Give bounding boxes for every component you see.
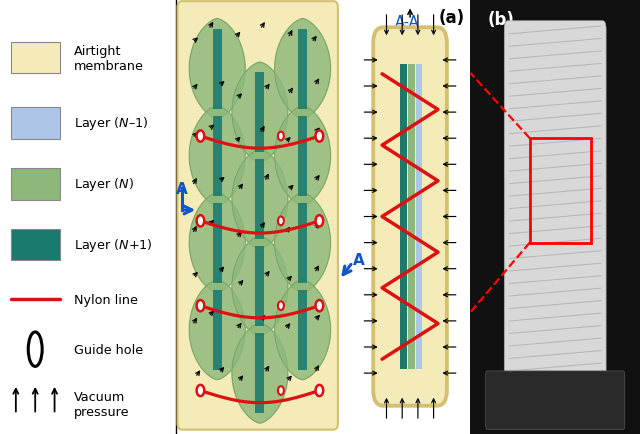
Bar — [10, 230, 60, 261]
Bar — [212, 30, 221, 109]
Polygon shape — [189, 280, 245, 380]
Bar — [408, 65, 415, 369]
Polygon shape — [232, 237, 288, 336]
Bar — [255, 73, 264, 153]
Circle shape — [316, 216, 323, 227]
Bar — [401, 65, 407, 369]
Bar — [298, 116, 307, 196]
Text: Airtight
membrane: Airtight membrane — [74, 45, 144, 72]
Text: Vacuum
pressure: Vacuum pressure — [74, 390, 129, 418]
Circle shape — [196, 385, 204, 396]
Bar — [10, 108, 60, 139]
Circle shape — [316, 131, 323, 142]
Text: Layer ($\mathit{N}$–1): Layer ($\mathit{N}$–1) — [74, 115, 148, 132]
Bar — [298, 290, 307, 370]
Bar — [212, 290, 221, 370]
Circle shape — [196, 131, 204, 142]
Bar — [212, 203, 221, 283]
Bar — [10, 43, 60, 74]
Polygon shape — [275, 106, 330, 206]
Text: A: A — [176, 181, 188, 196]
Bar — [10, 169, 60, 200]
Polygon shape — [189, 193, 245, 293]
Text: A-A: A-A — [395, 15, 419, 30]
Text: (a): (a) — [438, 9, 465, 26]
Circle shape — [196, 216, 204, 227]
Text: A: A — [353, 253, 364, 268]
Polygon shape — [189, 106, 245, 206]
Bar — [212, 116, 221, 196]
FancyBboxPatch shape — [504, 22, 606, 384]
Circle shape — [316, 385, 323, 396]
Circle shape — [196, 300, 204, 312]
Bar — [298, 203, 307, 283]
Text: Layer ($\mathit{N}$): Layer ($\mathit{N}$) — [74, 176, 134, 193]
FancyBboxPatch shape — [177, 2, 338, 430]
Bar — [255, 333, 264, 413]
Polygon shape — [232, 323, 288, 423]
Bar — [530, 139, 591, 243]
Polygon shape — [232, 150, 288, 250]
Circle shape — [278, 386, 284, 395]
Polygon shape — [232, 63, 288, 163]
Bar — [298, 30, 307, 109]
Circle shape — [316, 300, 323, 312]
Text: Guide hole: Guide hole — [74, 343, 143, 356]
Bar — [255, 247, 264, 326]
Text: Layer ($\mathit{N}$+1): Layer ($\mathit{N}$+1) — [74, 237, 153, 254]
Text: Nylon line: Nylon line — [74, 293, 138, 306]
Polygon shape — [275, 280, 330, 380]
Circle shape — [278, 132, 284, 141]
FancyBboxPatch shape — [373, 28, 447, 406]
Circle shape — [278, 302, 284, 310]
FancyBboxPatch shape — [486, 371, 625, 430]
Bar — [255, 160, 264, 240]
Polygon shape — [189, 20, 245, 119]
Text: (b): (b) — [488, 11, 514, 29]
Polygon shape — [275, 193, 330, 293]
Circle shape — [278, 217, 284, 226]
Bar — [416, 65, 422, 369]
Polygon shape — [275, 20, 330, 119]
Circle shape — [28, 332, 42, 367]
